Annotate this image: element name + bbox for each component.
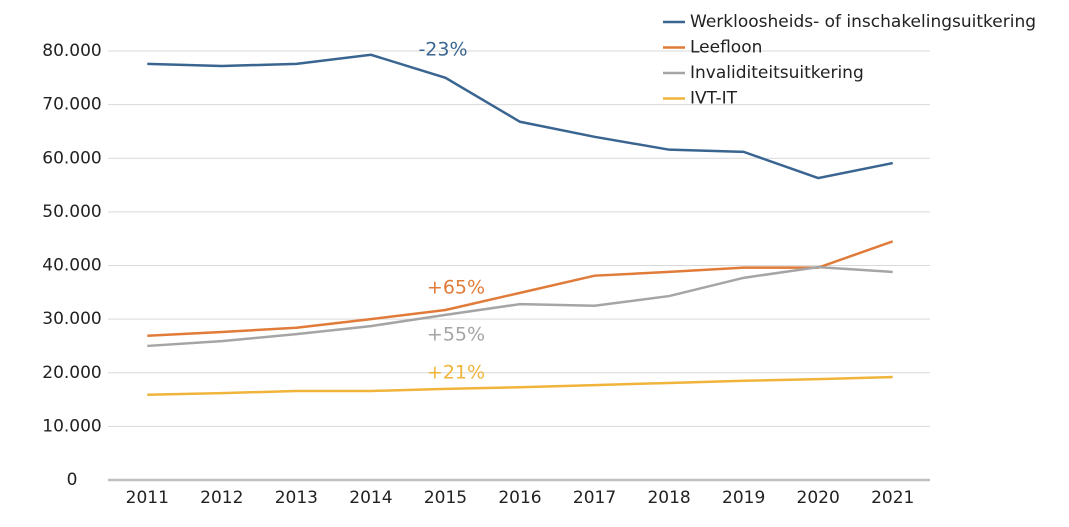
x-tick-label: 2020: [797, 488, 840, 508]
y-tick-label: 20.000: [42, 363, 101, 383]
x-tick-label: 2015: [424, 488, 467, 508]
x-tick-label: 2014: [349, 488, 392, 508]
series-line: [147, 53, 893, 180]
series-line: [147, 375, 893, 396]
annotation: -23%: [418, 39, 467, 61]
y-tick-label: 10.000: [42, 416, 101, 436]
y-tick-label: 0: [67, 470, 78, 490]
legend-label: Werkloosheids- of inschakelingsuitkering: [690, 12, 1036, 32]
y-tick-label: 70.000: [42, 95, 101, 115]
x-tick-label: 2021: [871, 488, 914, 508]
legend-label: IVT-IT: [690, 89, 738, 109]
annotation: +21%: [427, 362, 485, 384]
legend-label: Invaliditeitsuitkering: [690, 63, 864, 83]
series-line: [147, 240, 894, 337]
x-tick-label: 2016: [498, 488, 541, 508]
x-tick-label: 2013: [275, 488, 318, 508]
series-line: [147, 265, 893, 348]
y-tick-label: 80.000: [42, 41, 101, 61]
x-tick-label: 2012: [200, 488, 243, 508]
x-tick-label: 2018: [647, 488, 690, 508]
x-tick-label: 2011: [126, 488, 169, 508]
y-tick-label: 30.000: [42, 309, 101, 329]
annotation: +65%: [427, 277, 485, 299]
y-tick-label: 40.000: [42, 256, 101, 276]
y-tick-label: 50.000: [42, 202, 101, 222]
y-tick-label: 60.000: [42, 148, 101, 168]
annotation: +55%: [427, 324, 485, 346]
legend-label: Leefloon: [690, 38, 762, 58]
x-tick-label: 2019: [722, 488, 765, 508]
x-tick-label: 2017: [573, 488, 616, 508]
